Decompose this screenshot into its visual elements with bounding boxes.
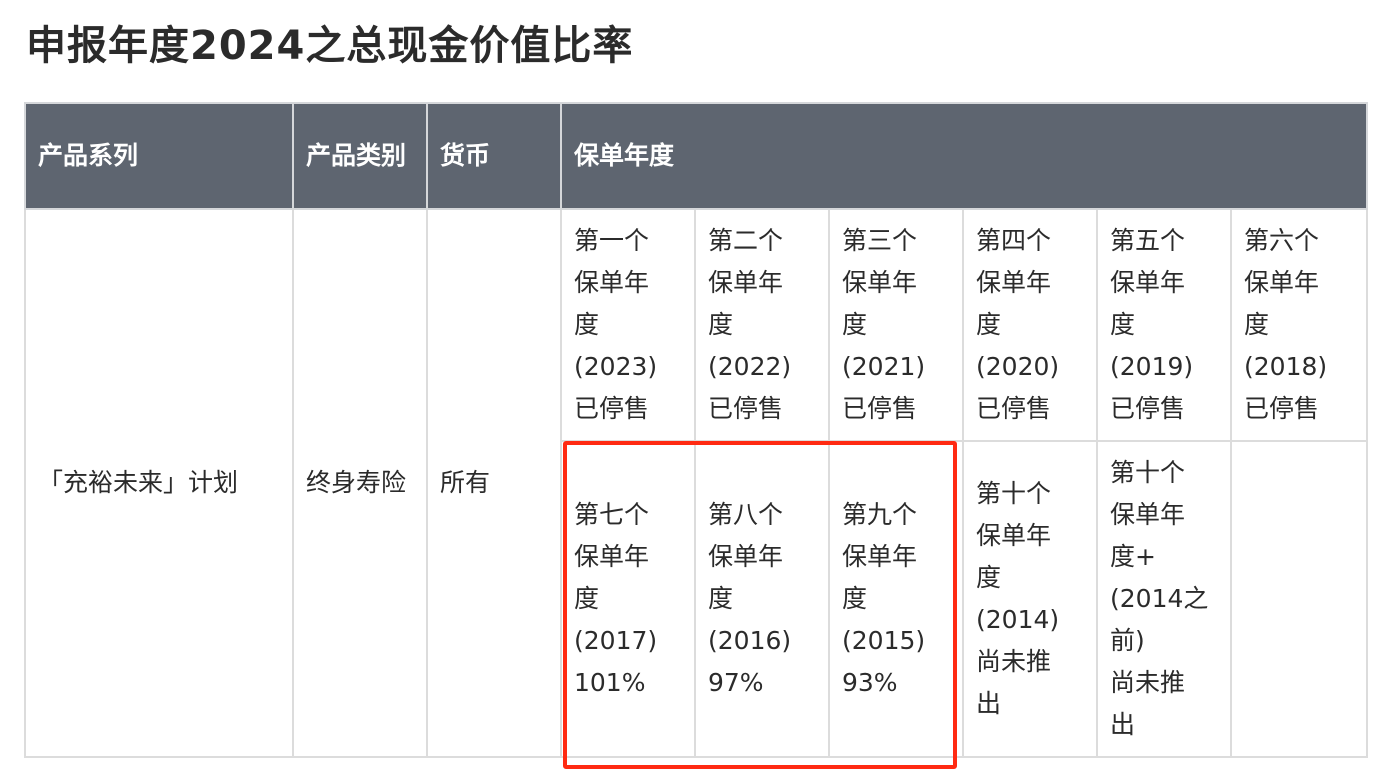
policy-year-4-cell: 第四个 保单年 度 (2020) 已停售 bbox=[962, 208, 1098, 442]
page-title: 申报年度2024之总现金价值比率 bbox=[26, 23, 634, 69]
header-currency: 货币 bbox=[426, 102, 562, 210]
header-policy-year: 保单年度 bbox=[559, 102, 1369, 210]
table-row: 第七个 保单年 度 (2017) 101% 第八个 保单年 度 (2016) 9… bbox=[25, 440, 1369, 758]
policy-year-3-cell: 第三个 保单年 度 (2021) 已停售 bbox=[828, 208, 964, 442]
header-product-category: 产品类别 bbox=[292, 102, 428, 210]
policy-year-10-plus-cell: 第十个 保单年 度+ (2014之 前) 尚未推 出 bbox=[1096, 440, 1232, 758]
policy-year-5-cell: 第五个 保单年 度 (2019) 已停售 bbox=[1096, 208, 1232, 442]
policy-year-6-cell: 第六个 保单年 度 (2018) 已停售 bbox=[1229, 208, 1369, 442]
policy-year-1-cell: 第一个 保单年 度 (2023) 已停售 bbox=[560, 208, 696, 442]
policy-year-8-cell: 第八个 保单年 度 (2016) 97% bbox=[694, 440, 830, 758]
product-category-cell: 终身寿险 bbox=[292, 208, 428, 758]
policy-year-10-cell: 第十个 保单年 度 (2014) 尚未推 出 bbox=[962, 440, 1098, 758]
empty-cell bbox=[1229, 440, 1369, 758]
policy-year-9-cell: 第九个 保单年 度 (2015) 93% bbox=[828, 440, 964, 758]
policy-year-2-cell: 第二个 保单年 度 (2022) 已停售 bbox=[694, 208, 830, 442]
header-row: 产品系列 产品类别 货币 保单年度 bbox=[24, 102, 1369, 210]
product-series-cell: 「充裕未来」计划 bbox=[24, 208, 294, 758]
table-row: 「充裕未来」计划 终身寿险 所有 第一个 保单年 度 (2023) 已停售 第二… bbox=[24, 208, 1369, 758]
currency-cell: 所有 bbox=[426, 208, 562, 758]
header-product-series: 产品系列 bbox=[24, 102, 294, 210]
policy-year-7-cell: 第七个 保单年 度 (2017) 101% bbox=[560, 440, 696, 758]
cash-value-ratio-table: 产品系列 产品类别 货币 保单年度 「充裕未来」计划 终身寿险 所有 第一个 保… bbox=[24, 102, 1369, 758]
